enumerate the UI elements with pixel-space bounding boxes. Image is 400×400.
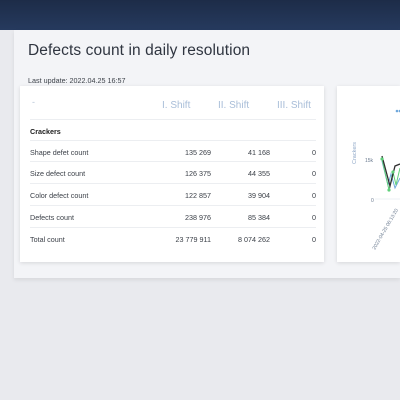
data-point[interactable] xyxy=(395,109,399,113)
table-row: Defects count 238 976 85 384 0 xyxy=(30,205,316,226)
cell-shift-3: 0 xyxy=(312,235,316,244)
table-row: Shape defet count 135 269 41 168 0 xyxy=(30,140,316,161)
row-label: Size defect count xyxy=(30,169,86,178)
column-header-shift-1[interactable]: I. Shift xyxy=(162,100,191,111)
column-header-blank: - xyxy=(32,97,35,107)
cell-shift-3: 0 xyxy=(312,148,316,157)
y-tick-label: 15k xyxy=(365,158,374,164)
cell-shift-3: 0 xyxy=(312,169,316,178)
top-header-bar xyxy=(0,0,400,30)
cell-shift-2: 8 074 262 xyxy=(238,235,270,244)
table-row: Color defect count 122 857 39 904 0 xyxy=(30,183,316,204)
defects-table-card: - I. Shift II. Shift III. Shift Crackers… xyxy=(20,86,324,262)
cell-shift-1: 122 857 xyxy=(185,191,211,200)
cell-shift-3: 0 xyxy=(312,191,316,200)
page-title: Defects count in daily resolution xyxy=(28,42,251,59)
table-category-row: Crackers xyxy=(30,119,316,140)
series-line xyxy=(381,155,400,189)
crackers-chart-card: Crackers 15k 0 2022-04-25 06:13:20 xyxy=(337,86,400,262)
cell-shift-2: 39 904 xyxy=(248,191,270,200)
data-point[interactable] xyxy=(391,170,395,174)
crackers-line-chart: Crackers 15k 0 2022-04-25 06:13:20 xyxy=(352,109,400,251)
cell-shift-1: 238 976 xyxy=(185,213,211,222)
data-point[interactable] xyxy=(387,188,391,192)
cell-shift-1: 135 269 xyxy=(185,148,211,157)
category-label: Crackers xyxy=(30,127,61,136)
y-axis-label: Crackers xyxy=(352,142,358,164)
y-tick-label: 0 xyxy=(371,198,374,204)
row-label: Color defect count xyxy=(30,191,89,200)
cell-shift-2: 85 384 xyxy=(248,213,270,222)
cell-shift-3: 0 xyxy=(312,213,316,222)
row-label: Shape defet count xyxy=(30,148,89,157)
x-tick-label: 2022-04-25 06:13:20 xyxy=(372,208,400,251)
cell-shift-1: 126 375 xyxy=(185,169,211,178)
cell-shift-1: 23 779 911 xyxy=(175,235,211,244)
table-row: Size defect count 126 375 44 355 0 xyxy=(30,161,316,182)
column-header-shift-2[interactable]: II. Shift xyxy=(218,100,250,111)
table-header-row: - I. Shift II. Shift III. Shift xyxy=(20,86,324,121)
table-row: Total count 23 779 911 8 074 262 0 xyxy=(30,227,316,248)
last-update-text: Last update: 2022.04.25 16:57 xyxy=(28,76,126,85)
row-label: Total count xyxy=(30,235,65,244)
row-label: Defects count xyxy=(30,213,74,222)
column-header-shift-3[interactable]: III. Shift xyxy=(277,100,311,111)
data-point[interactable] xyxy=(380,157,384,161)
cell-shift-2: 44 355 xyxy=(248,169,270,178)
cell-shift-2: 41 168 xyxy=(248,148,270,157)
